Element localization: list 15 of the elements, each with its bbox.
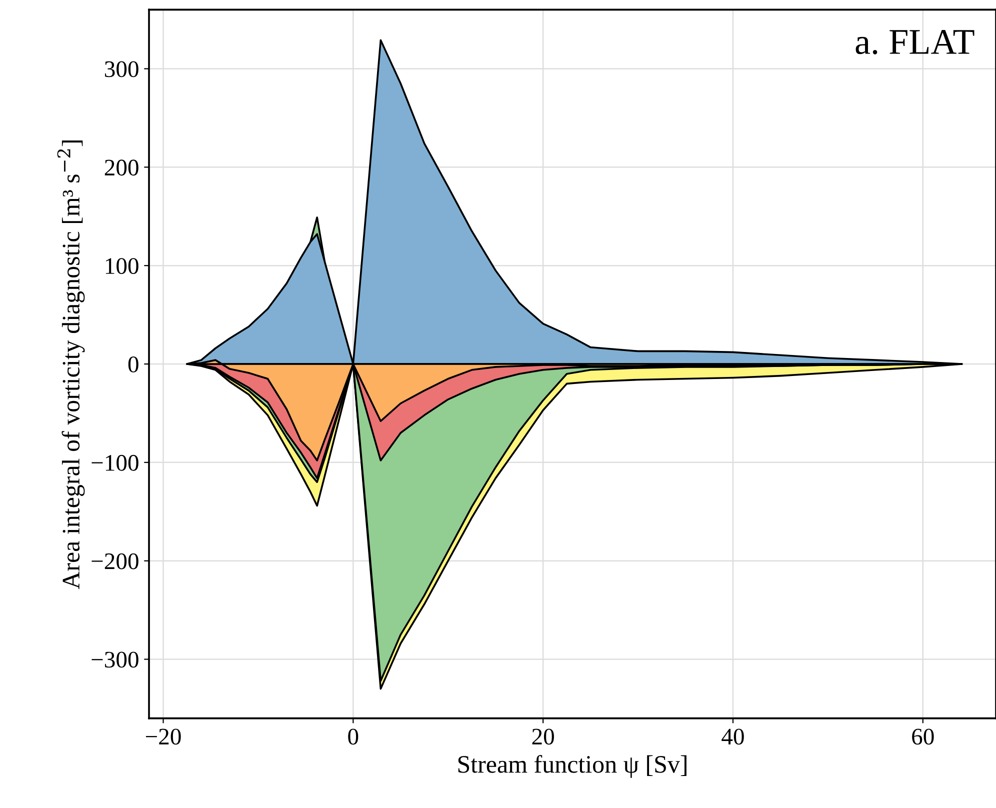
y-tick-label: −200 xyxy=(92,553,138,570)
y-tick-label: −100 xyxy=(92,454,138,471)
y-axis-title: Area integral of vorticity diagnostic [m³ s$^{−2}$] xyxy=(57,140,85,590)
x-tick-label: −20 xyxy=(146,728,181,745)
x-tick-label: 0 xyxy=(348,728,358,745)
x-tick-label: 40 xyxy=(722,728,744,745)
y-tick-label: 200 xyxy=(104,160,138,176)
x-tick-label: 60 xyxy=(912,728,934,745)
y-tick-label: 0 xyxy=(128,356,138,372)
annotation: a. FLAT xyxy=(856,30,974,54)
x-axis-title: Stream function ψ [Sv] xyxy=(458,755,686,778)
x-tick-label: 20 xyxy=(532,728,554,745)
y-tick-label: −300 xyxy=(92,652,138,668)
y-tick-label: 300 xyxy=(104,61,138,78)
y-tick-label: 100 xyxy=(106,258,138,274)
